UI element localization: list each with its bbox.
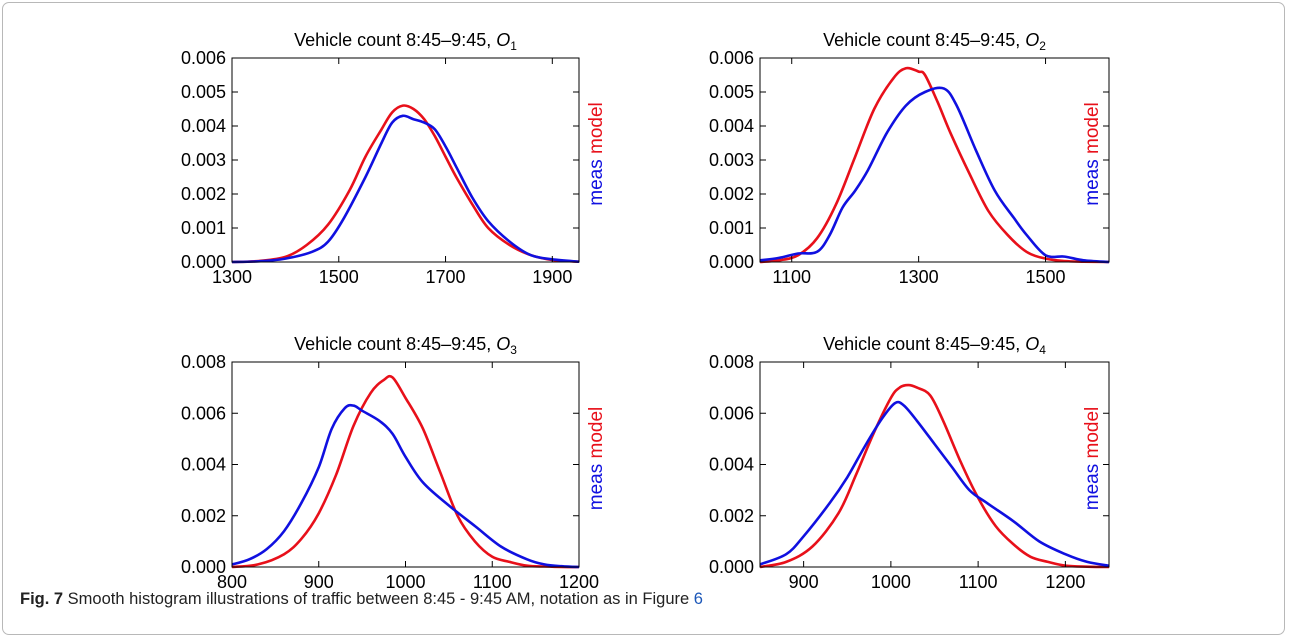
x-tick-label: 1900 (532, 267, 572, 287)
legend: meas model (586, 407, 607, 511)
y-tick-label: 0.008 (709, 352, 754, 372)
series-line-meas (231, 403, 580, 569)
y-tick-label: 0.006 (181, 48, 226, 68)
y-tick-label: 0.000 (181, 252, 226, 272)
series-line-model (759, 383, 1110, 569)
y-tick-label: 0.000 (709, 557, 754, 577)
chart-title-variable: O (496, 334, 510, 354)
caption-text: Smooth histogram illustrations of traffi… (63, 590, 694, 608)
x-tick-label: 1500 (319, 267, 359, 287)
y-tick-label: 0.006 (709, 48, 754, 68)
series-line-meas (759, 400, 1110, 567)
x-tick-label: 1300 (899, 267, 939, 287)
chart-panel-2: Vehicle count 8:45–9:45, O2 0.000 0.001 0.0… (709, 30, 1110, 287)
chart-title-text: Vehicle count 8:45–9:45, (294, 334, 496, 354)
series-line-model (231, 374, 580, 569)
chart-panel-3: Vehicle count 8:45–9:45, O3 0.000 0.002 0.0… (181, 334, 607, 592)
y-tick-label: 0.003 (709, 150, 754, 170)
legend-meas: meas (1082, 464, 1103, 510)
plot-frame (759, 361, 1110, 568)
x-tick-label: 900 (789, 572, 819, 592)
y-tick-label: 0.005 (709, 82, 754, 102)
series-line-model (759, 66, 1110, 264)
series-line-meas (759, 86, 1110, 264)
y-tick-label: 0.000 (181, 557, 226, 577)
x-tick-label: 1500 (1026, 267, 1066, 287)
chart-title-variable: O (496, 30, 510, 50)
x-tick-label: 1000 (385, 572, 425, 592)
legend-meas: meas (586, 159, 607, 205)
plot-frame (231, 361, 580, 568)
y-tick-label: 0.001 (181, 218, 226, 238)
x-tick-label: 1700 (426, 267, 466, 287)
y-tick-label: 0.006 (709, 403, 754, 423)
chart-title-variable: O (1025, 30, 1039, 50)
legend-model: model (1082, 102, 1103, 154)
legend: meas model (1082, 407, 1103, 511)
chart-title-text: Vehicle count 8:45–9:45, (823, 30, 1025, 50)
y-tick-label: 0.001 (709, 218, 754, 238)
y-tick-label: 0.004 (181, 455, 226, 475)
legend-model: model (586, 102, 607, 154)
y-tick-label: 0.002 (181, 506, 226, 526)
legend: meas model (1082, 102, 1103, 206)
chart-title: Vehicle count 8:45–9:45, O4 (823, 334, 1046, 357)
y-tick-label: 0.004 (181, 116, 226, 136)
x-tick-label: 1200 (559, 572, 599, 592)
y-tick-label: 0.006 (181, 403, 226, 423)
x-tick-label: 1100 (772, 267, 811, 287)
chart-title: Vehicle count 8:45–9:45, O3 (294, 334, 517, 357)
y-tick-label: 0.008 (181, 352, 226, 372)
y-tick-label: 0.000 (709, 252, 754, 272)
caption-label: Fig. 7 (20, 590, 64, 608)
y-tick-label: 0.002 (181, 184, 226, 204)
chart-title: Vehicle count 8:45–9:45, O1 (294, 30, 517, 53)
x-tick-label: 800 (217, 572, 247, 592)
x-tick-label: 1100 (959, 572, 998, 592)
chart-panel-4: Vehicle count 8:45–9:45, O4 0.000 0.002 0.0… (709, 334, 1110, 592)
series-line-model (231, 104, 580, 264)
figure-caption: Fig. 7 Smooth histogram illustrations of… (20, 590, 703, 609)
chart-title-subscript: 1 (510, 39, 517, 53)
y-tick-label: 0.004 (709, 455, 754, 475)
y-tick-label: 0.002 (709, 184, 754, 204)
legend-model: model (586, 407, 607, 459)
y-tick-label: 0.004 (709, 116, 754, 136)
caption-figure-link[interactable]: 6 (693, 590, 703, 608)
chart-title-variable: O (1025, 334, 1039, 354)
chart-title: Vehicle count 8:45–9:45, O2 (823, 30, 1046, 53)
x-tick-label: 900 (304, 572, 334, 592)
x-tick-label: 1300 (212, 267, 252, 287)
y-tick-label: 0.002 (709, 506, 754, 526)
legend: meas model (586, 102, 607, 206)
chart-panel-1: Vehicle count 8:45–9:45, O1 0.000 0.001 0.0… (181, 30, 607, 287)
chart-title-subscript: 2 (1039, 39, 1046, 53)
chart-title-text: Vehicle count 8:45–9:45, (294, 30, 496, 50)
y-tick-label: 0.005 (181, 82, 226, 102)
chart-title-subscript: 3 (510, 343, 517, 357)
x-tick-label: 1000 (871, 572, 911, 592)
chart-title-subscript: 4 (1039, 343, 1046, 357)
y-tick-label: 0.003 (181, 150, 226, 170)
legend-meas: meas (1082, 159, 1103, 205)
x-tick-label: 1100 (473, 572, 512, 592)
legend-meas: meas (586, 464, 607, 510)
x-tick-label: 1200 (1045, 572, 1085, 592)
plot-frame (231, 57, 580, 263)
legend-model: model (1082, 407, 1103, 459)
series-line-meas (231, 114, 580, 264)
chart-title-text: Vehicle count 8:45–9:45, (823, 334, 1025, 354)
